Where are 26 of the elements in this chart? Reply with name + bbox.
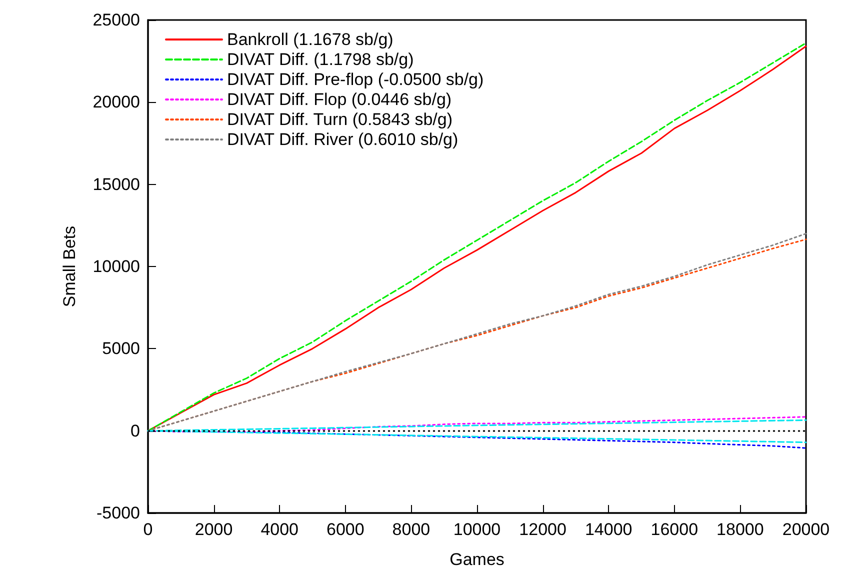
x-tick-label: 16000 <box>650 520 698 539</box>
y-tick-label: 15000 <box>92 174 140 194</box>
x-tick-label: 12000 <box>519 520 566 539</box>
x-tick-label: 4000 <box>260 520 299 539</box>
y-tick-label: 5000 <box>102 339 140 358</box>
legend-label: DIVAT Diff. Flop (0.0446 sb/g) <box>227 90 452 109</box>
y-tick-label: 25000 <box>92 10 140 30</box>
x-axis-title: Games <box>450 550 504 569</box>
y-tick-label: 10000 <box>92 257 140 276</box>
x-tick-label: 6000 <box>326 520 364 539</box>
y-tick-label: 20000 <box>92 92 140 112</box>
x-tick-label: 0 <box>143 520 153 539</box>
x-tick-label: 8000 <box>392 520 430 539</box>
legend-label: DIVAT Diff. Pre-flop (-0.0500 sb/g) <box>227 70 484 89</box>
legend-label: DIVAT Diff. Turn (0.5843 sb/g) <box>227 110 453 129</box>
legend-label: DIVAT Diff. River (0.6010 sb/g) <box>227 130 458 149</box>
x-tick-label: 10000 <box>453 520 501 539</box>
x-tick-label: 18000 <box>716 520 764 539</box>
y-axis-title: Small Bets <box>60 226 79 308</box>
y-tick-label: -5000 <box>96 504 140 522</box>
x-tick-label: 20000 <box>782 520 830 539</box>
x-tick-label: 14000 <box>584 520 632 539</box>
legend-label: DIVAT Diff. (1.1798 sb/g) <box>227 50 414 69</box>
legend-label: Bankroll (1.1678 sb/g) <box>227 30 394 49</box>
y-tick-label: 0 <box>130 421 140 440</box>
x-tick-label: 2000 <box>194 520 233 539</box>
